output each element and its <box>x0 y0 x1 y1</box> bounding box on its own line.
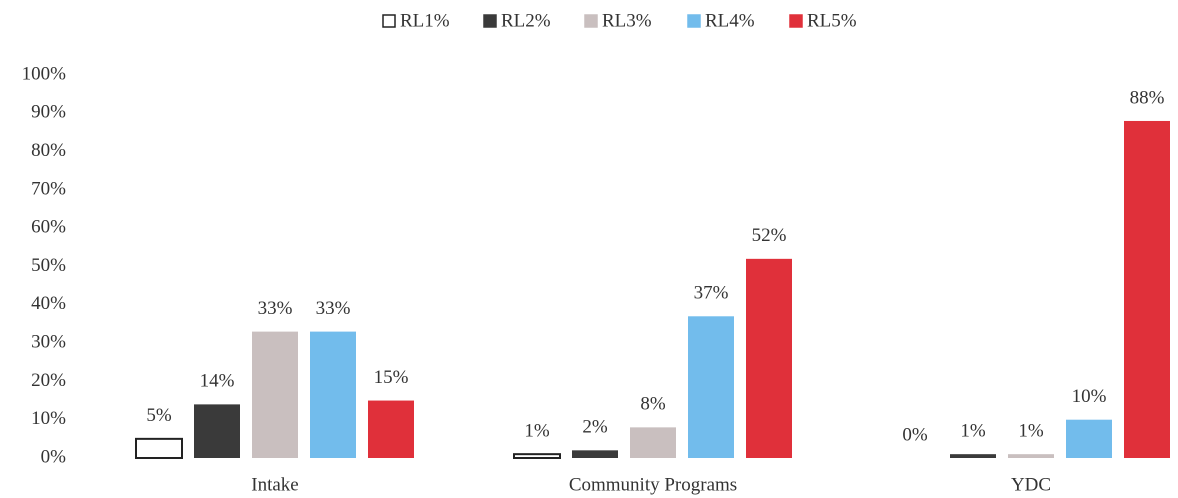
legend-swatch <box>789 14 803 28</box>
y-tick-label: 40% <box>31 293 66 314</box>
value-label: 52% <box>752 225 787 246</box>
legend-swatch <box>382 14 396 28</box>
bar <box>572 450 618 458</box>
y-tick-label: 10% <box>31 408 66 429</box>
legend-label: RL5% <box>807 10 857 31</box>
y-tick-label: 100% <box>22 63 67 84</box>
y-tick-label: 60% <box>31 217 66 238</box>
x-tick-label: Intake <box>251 474 298 495</box>
value-label: 10% <box>1072 386 1107 407</box>
bar <box>746 258 792 458</box>
value-label: 14% <box>200 371 235 392</box>
bar <box>630 427 676 458</box>
bar <box>368 400 414 458</box>
bar <box>252 331 298 458</box>
y-tick-label: 30% <box>31 331 66 352</box>
value-label: 0% <box>902 424 928 445</box>
y-tick-label: 90% <box>31 102 66 123</box>
value-label: 1% <box>524 421 550 442</box>
value-label: 5% <box>146 405 172 426</box>
bar <box>688 316 734 458</box>
bar <box>135 437 183 460</box>
y-tick-label: 20% <box>31 370 66 391</box>
legend-swatch <box>687 14 701 28</box>
bar <box>1008 454 1054 458</box>
value-label: 8% <box>640 394 666 415</box>
value-label: 2% <box>582 417 608 438</box>
legend-swatch <box>483 14 497 28</box>
bar <box>1124 120 1170 459</box>
value-label: 33% <box>258 298 293 319</box>
bar <box>950 454 996 458</box>
bar <box>310 331 356 458</box>
legend-label: RL4% <box>705 10 755 31</box>
y-tick-label: 0% <box>41 446 67 467</box>
value-label: 1% <box>1018 421 1044 442</box>
y-tick-label: 80% <box>31 140 66 161</box>
value-label: 88% <box>1130 87 1165 108</box>
value-label: 15% <box>374 367 409 388</box>
value-label: 33% <box>316 298 351 319</box>
bar <box>513 453 561 460</box>
bar <box>194 404 240 458</box>
legend-swatch <box>584 14 598 28</box>
y-tick-label: 50% <box>31 255 66 276</box>
bar <box>1066 419 1112 458</box>
value-label: 1% <box>960 421 986 442</box>
y-tick-label: 70% <box>31 178 66 199</box>
legend-label: RL3% <box>602 10 652 31</box>
value-label: 37% <box>694 283 729 304</box>
legend-label: RL1% <box>400 10 450 31</box>
legend-label: RL2% <box>501 10 551 31</box>
x-tick-label: YDC <box>1011 474 1051 495</box>
x-tick-label: Community Programs <box>569 474 737 495</box>
